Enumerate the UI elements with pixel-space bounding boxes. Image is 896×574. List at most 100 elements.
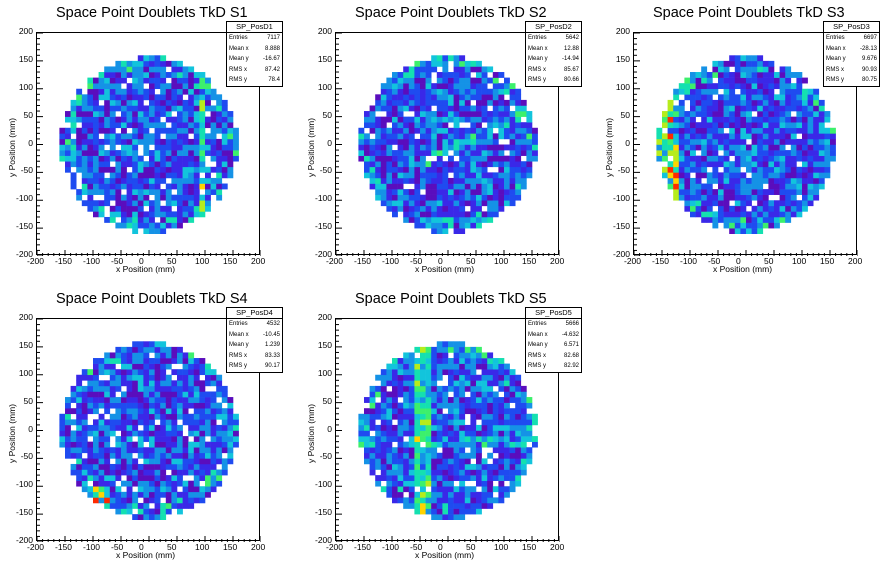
heatmap-bin [662,150,668,156]
heatmap-bin [149,480,155,487]
heatmap-bin [414,413,421,420]
heatmap-bin [137,183,144,190]
heatmap-bin [436,216,443,223]
heatmap-bin [431,463,438,470]
stats-value: 80.66 [563,77,579,84]
heatmap-bin [459,55,466,62]
heatmap-bin [751,211,758,218]
heatmap-bin [464,66,471,73]
heatmap-bin [746,99,752,106]
heatmap-bin [149,402,155,409]
heatmap-bin [70,430,77,437]
heatmap-bin [115,105,122,112]
heatmap-bin [397,385,404,392]
heatmap-bin [205,177,211,184]
heatmap-bin [678,144,685,151]
heatmap-bin [470,177,477,184]
heatmap-bin [476,166,482,173]
x-tick-label: 150 [223,542,238,552]
heatmap-bin [476,205,482,212]
heatmap-bin [476,452,482,459]
heatmap-bin [436,144,443,151]
heatmap-bin [420,402,426,409]
heatmap-bin [774,155,780,162]
heatmap-bin [369,127,376,134]
heatmap-bin [740,60,747,67]
heatmap-bin [403,441,410,448]
heatmap-bin [695,94,702,101]
heatmap-bin [431,491,438,498]
heatmap-bin [802,133,808,140]
heatmap-bin [453,436,460,442]
heatmap-bin [403,469,410,476]
heatmap-bin [104,189,111,195]
heatmap-bin [706,127,713,134]
heatmap-bin [470,491,477,498]
heatmap-bin [392,374,398,381]
heatmap-bin [470,497,477,504]
heatmap-bin [779,116,786,123]
heatmap-bin [448,374,454,381]
heatmap-bin [154,447,161,454]
heatmap-bin [436,486,443,493]
heatmap-bin [673,122,680,129]
heatmap-bin [104,480,111,487]
heatmap-bin [403,211,410,218]
heatmap-bin [420,94,426,101]
heatmap-bin [678,177,685,184]
heatmap-bin [448,205,454,212]
heatmap-bin [171,424,178,431]
heatmap-bin [182,83,189,90]
heatmap-bin [205,447,211,454]
heatmap-bin [464,111,471,117]
heatmap-bin [126,83,133,90]
heatmap-bin [165,144,172,151]
heatmap-bin [126,363,133,370]
heatmap-bin [768,127,775,134]
heatmap-bin [233,133,239,140]
heatmap-bin [751,222,758,229]
heatmap-bin [149,458,155,465]
heatmap-bin [779,94,786,101]
heatmap-bin [171,83,178,90]
heatmap-bin [397,205,404,212]
heatmap-bin [364,408,370,415]
heatmap-bin [464,374,471,381]
heatmap-bin [459,419,466,426]
heatmap-bin [408,441,415,448]
heatmap-bin [149,430,155,437]
heatmap-bin [380,138,387,145]
heatmap-bin [684,122,691,129]
heatmap-bin [751,99,758,106]
heatmap-bin [392,172,398,179]
heatmap-bin [98,116,105,123]
heatmap-bin [210,166,217,173]
heatmap-bin [701,166,708,173]
heatmap-bin [137,138,144,145]
heatmap-bin [751,144,758,151]
heatmap-bin [76,166,83,173]
heatmap-bin [380,469,387,476]
heatmap-bin [375,441,382,448]
x-tick-label: 50 [167,542,177,552]
heatmap-bin [149,77,155,84]
heatmap-bin [386,463,393,470]
heatmap-bin [718,194,724,201]
heatmap-bin [431,127,438,134]
heatmap-bin [431,144,438,151]
heatmap-bin [740,194,747,201]
heatmap-bin [65,166,71,173]
heatmap-bin [526,402,533,409]
heatmap-bin [509,127,516,134]
heatmap-bin [149,436,155,442]
heatmap-bin [171,413,178,420]
heatmap-bin [751,105,758,112]
heatmap-bin [515,452,522,459]
heatmap-bin [154,486,161,493]
heatmap-bin [369,116,376,123]
heatmap-bin [515,424,522,431]
heatmap-bin [121,352,127,359]
heatmap-bin [774,94,780,101]
heatmap-bin [481,161,488,168]
heatmap-bin [104,66,111,73]
